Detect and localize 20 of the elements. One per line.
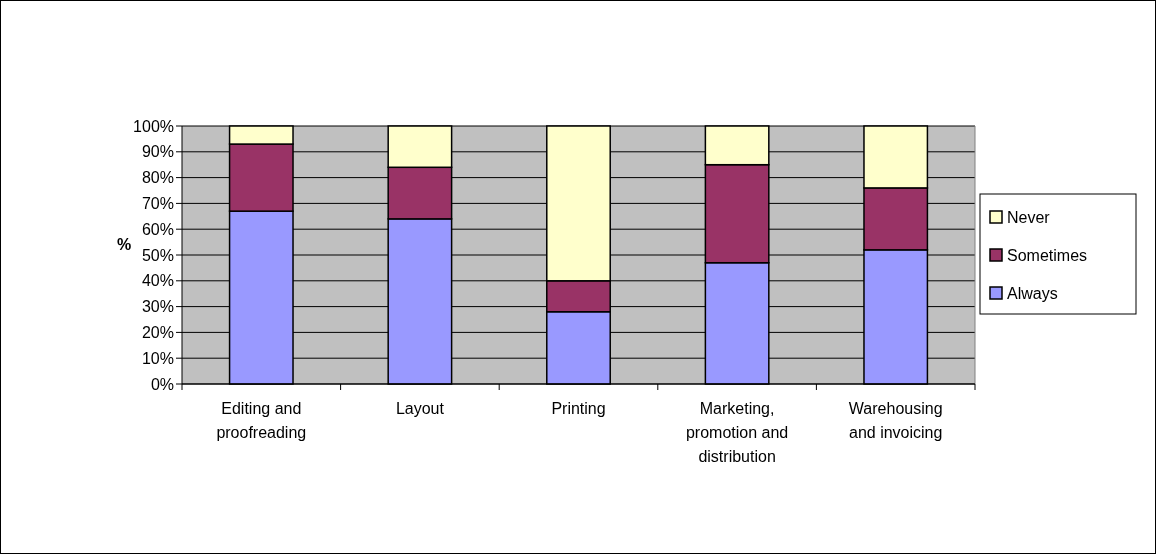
y-tick-label: 0%	[150, 375, 174, 393]
x-tick-label: Warehousing and invoicing	[848, 400, 943, 441]
x-tick-label: Marketing, promotion and distribution	[685, 400, 789, 465]
y-tick-label: 40%	[141, 272, 174, 290]
x-tick-label: Editing and proofreading	[216, 400, 307, 441]
legend-label: Always	[1007, 284, 1058, 302]
y-tick-label: 20%	[141, 324, 174, 341]
legend-label: Sometimes	[1007, 246, 1088, 264]
y-tick-label: 50%	[141, 246, 174, 264]
x-tick-label: Printing	[551, 400, 606, 417]
y-tick-label: 30%	[141, 298, 174, 316]
x-tick-label: Layout	[395, 400, 445, 417]
y-tick-label: 10%	[141, 349, 174, 367]
y-tick-label: 80%	[141, 169, 174, 187]
y-tick-label: 90%	[141, 143, 174, 161]
legend-label: Never	[1007, 208, 1051, 226]
y-tick-label: 70%	[141, 195, 174, 212]
y-tick-label: 100%	[133, 117, 174, 135]
y-axis-title: %	[116, 236, 132, 253]
y-tick-label: 60%	[141, 220, 174, 238]
